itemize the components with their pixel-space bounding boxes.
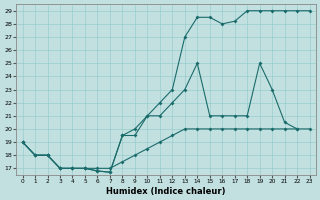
X-axis label: Humidex (Indice chaleur): Humidex (Indice chaleur) <box>106 187 226 196</box>
